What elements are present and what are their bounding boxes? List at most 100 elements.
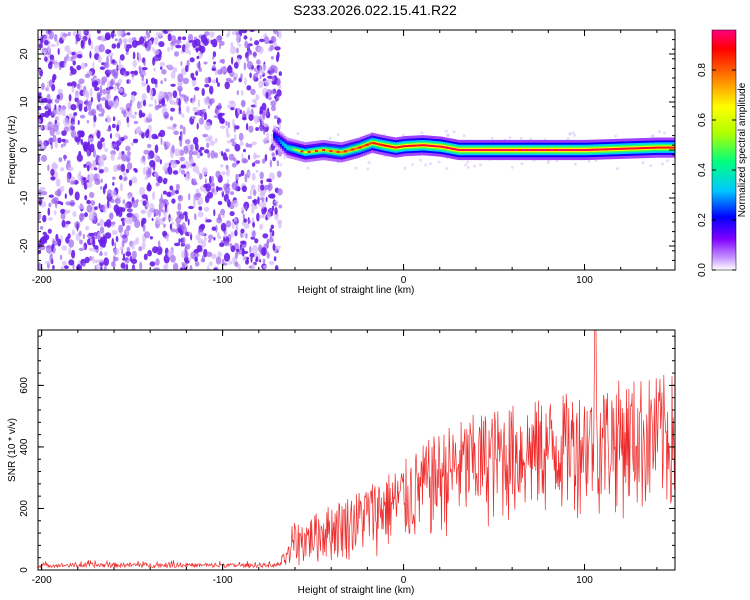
noise-speckle xyxy=(221,65,227,75)
noise-speckle xyxy=(124,256,130,264)
noise-speckle xyxy=(226,168,230,177)
ridge-cell xyxy=(536,149,539,151)
noise-speckle xyxy=(147,154,151,160)
noise-speckle xyxy=(232,199,239,208)
noise-speckle xyxy=(98,166,101,170)
noise-speckle xyxy=(276,170,282,178)
noise-speckle xyxy=(160,193,163,203)
noise-speckle xyxy=(192,116,196,120)
noise-speckle xyxy=(85,142,91,152)
ridge-peak xyxy=(416,144,420,147)
noise-speckle xyxy=(212,38,218,48)
y-tick-label: 10 xyxy=(19,96,30,108)
noise-speckle xyxy=(196,109,201,116)
noise-speckle xyxy=(269,159,273,168)
noise-speckle xyxy=(186,105,190,113)
noise-speckle xyxy=(204,234,207,243)
noise-speckle xyxy=(219,43,222,50)
ridge-cell xyxy=(620,147,624,150)
noise-speckle xyxy=(148,103,153,107)
noise-speckle xyxy=(39,186,46,191)
ridge-peak xyxy=(459,149,463,151)
noise-speckle xyxy=(76,54,83,59)
noise-speckle xyxy=(46,84,50,92)
noise-speckle xyxy=(63,62,67,68)
noise-speckle xyxy=(126,32,131,36)
ridge-peak xyxy=(351,148,355,151)
noise-speckle xyxy=(82,90,89,97)
noise-speckle xyxy=(96,30,101,34)
noise-speckle xyxy=(86,165,90,172)
faint-speckle xyxy=(686,156,689,159)
noise-speckle xyxy=(170,45,174,51)
noise-speckle xyxy=(45,260,51,265)
noise-speckle xyxy=(120,232,123,238)
ridge-cell xyxy=(512,149,515,151)
noise-speckle xyxy=(142,72,147,76)
noise-speckle xyxy=(236,160,240,164)
noise-speckle xyxy=(131,37,137,41)
noise-speckle xyxy=(201,88,205,97)
noise-speckle xyxy=(57,238,62,247)
noise-speckle xyxy=(78,213,85,221)
noise-speckle xyxy=(132,60,137,68)
noise-speckle xyxy=(243,148,246,153)
ridge-cell xyxy=(331,150,335,153)
ridge-peak xyxy=(618,147,622,150)
ridge-peak xyxy=(380,143,383,146)
noise-speckle xyxy=(266,132,269,140)
noise-speckle xyxy=(114,198,121,205)
noise-speckle xyxy=(220,164,224,168)
ridge-cell xyxy=(477,149,480,151)
ridge-cell xyxy=(499,149,502,151)
noise-speckle xyxy=(249,72,252,79)
noise-speckle xyxy=(142,166,147,176)
noise-speckle xyxy=(92,159,96,167)
noise-speckle xyxy=(77,120,80,125)
noise-speckle xyxy=(92,255,95,264)
noise-speckle xyxy=(267,96,272,101)
noise-speckle xyxy=(199,173,203,180)
noise-speckle xyxy=(88,110,95,116)
noise-speckle xyxy=(87,100,93,107)
noise-speckle xyxy=(253,115,260,124)
faint-speckle xyxy=(571,131,575,135)
noise-speckle xyxy=(159,61,165,67)
chart-title: S233.2026.022.15.41.R22 xyxy=(293,2,457,18)
noise-speckle xyxy=(80,40,85,49)
noise-speckle xyxy=(166,235,169,242)
noise-speckle xyxy=(115,209,121,215)
noise-speckle xyxy=(172,262,179,270)
noise-speckle xyxy=(221,58,225,64)
noise-speckle xyxy=(111,221,116,225)
noise-speckle xyxy=(78,30,82,39)
noise-speckle xyxy=(144,41,148,49)
noise-speckle xyxy=(43,97,47,104)
noise-speckle xyxy=(60,167,65,172)
noise-speckle xyxy=(191,78,197,87)
noise-speckle xyxy=(118,224,124,234)
noise-speckle xyxy=(162,264,167,270)
noise-speckle xyxy=(61,245,67,251)
faint-speckle xyxy=(692,140,695,143)
noise-speckle xyxy=(50,168,55,176)
faint-speckle xyxy=(663,131,666,135)
noise-speckle xyxy=(115,145,120,151)
noise-speckle xyxy=(243,218,248,223)
noise-speckle xyxy=(147,113,153,120)
noise-speckle xyxy=(231,220,235,229)
ridge-cell xyxy=(527,149,530,151)
ridge-cell xyxy=(440,145,444,148)
noise-speckle xyxy=(38,119,41,123)
noise-speckle xyxy=(97,155,104,164)
noise-speckle xyxy=(196,152,201,159)
noise-speckle xyxy=(116,124,120,132)
noise-speckle xyxy=(167,166,170,172)
noise-speckle xyxy=(39,213,42,218)
noise-speckle xyxy=(68,239,74,248)
noise-speckle xyxy=(162,177,168,185)
ridge-cell xyxy=(579,149,583,151)
noise-speckle xyxy=(108,100,114,108)
noise-speckle xyxy=(236,36,240,46)
